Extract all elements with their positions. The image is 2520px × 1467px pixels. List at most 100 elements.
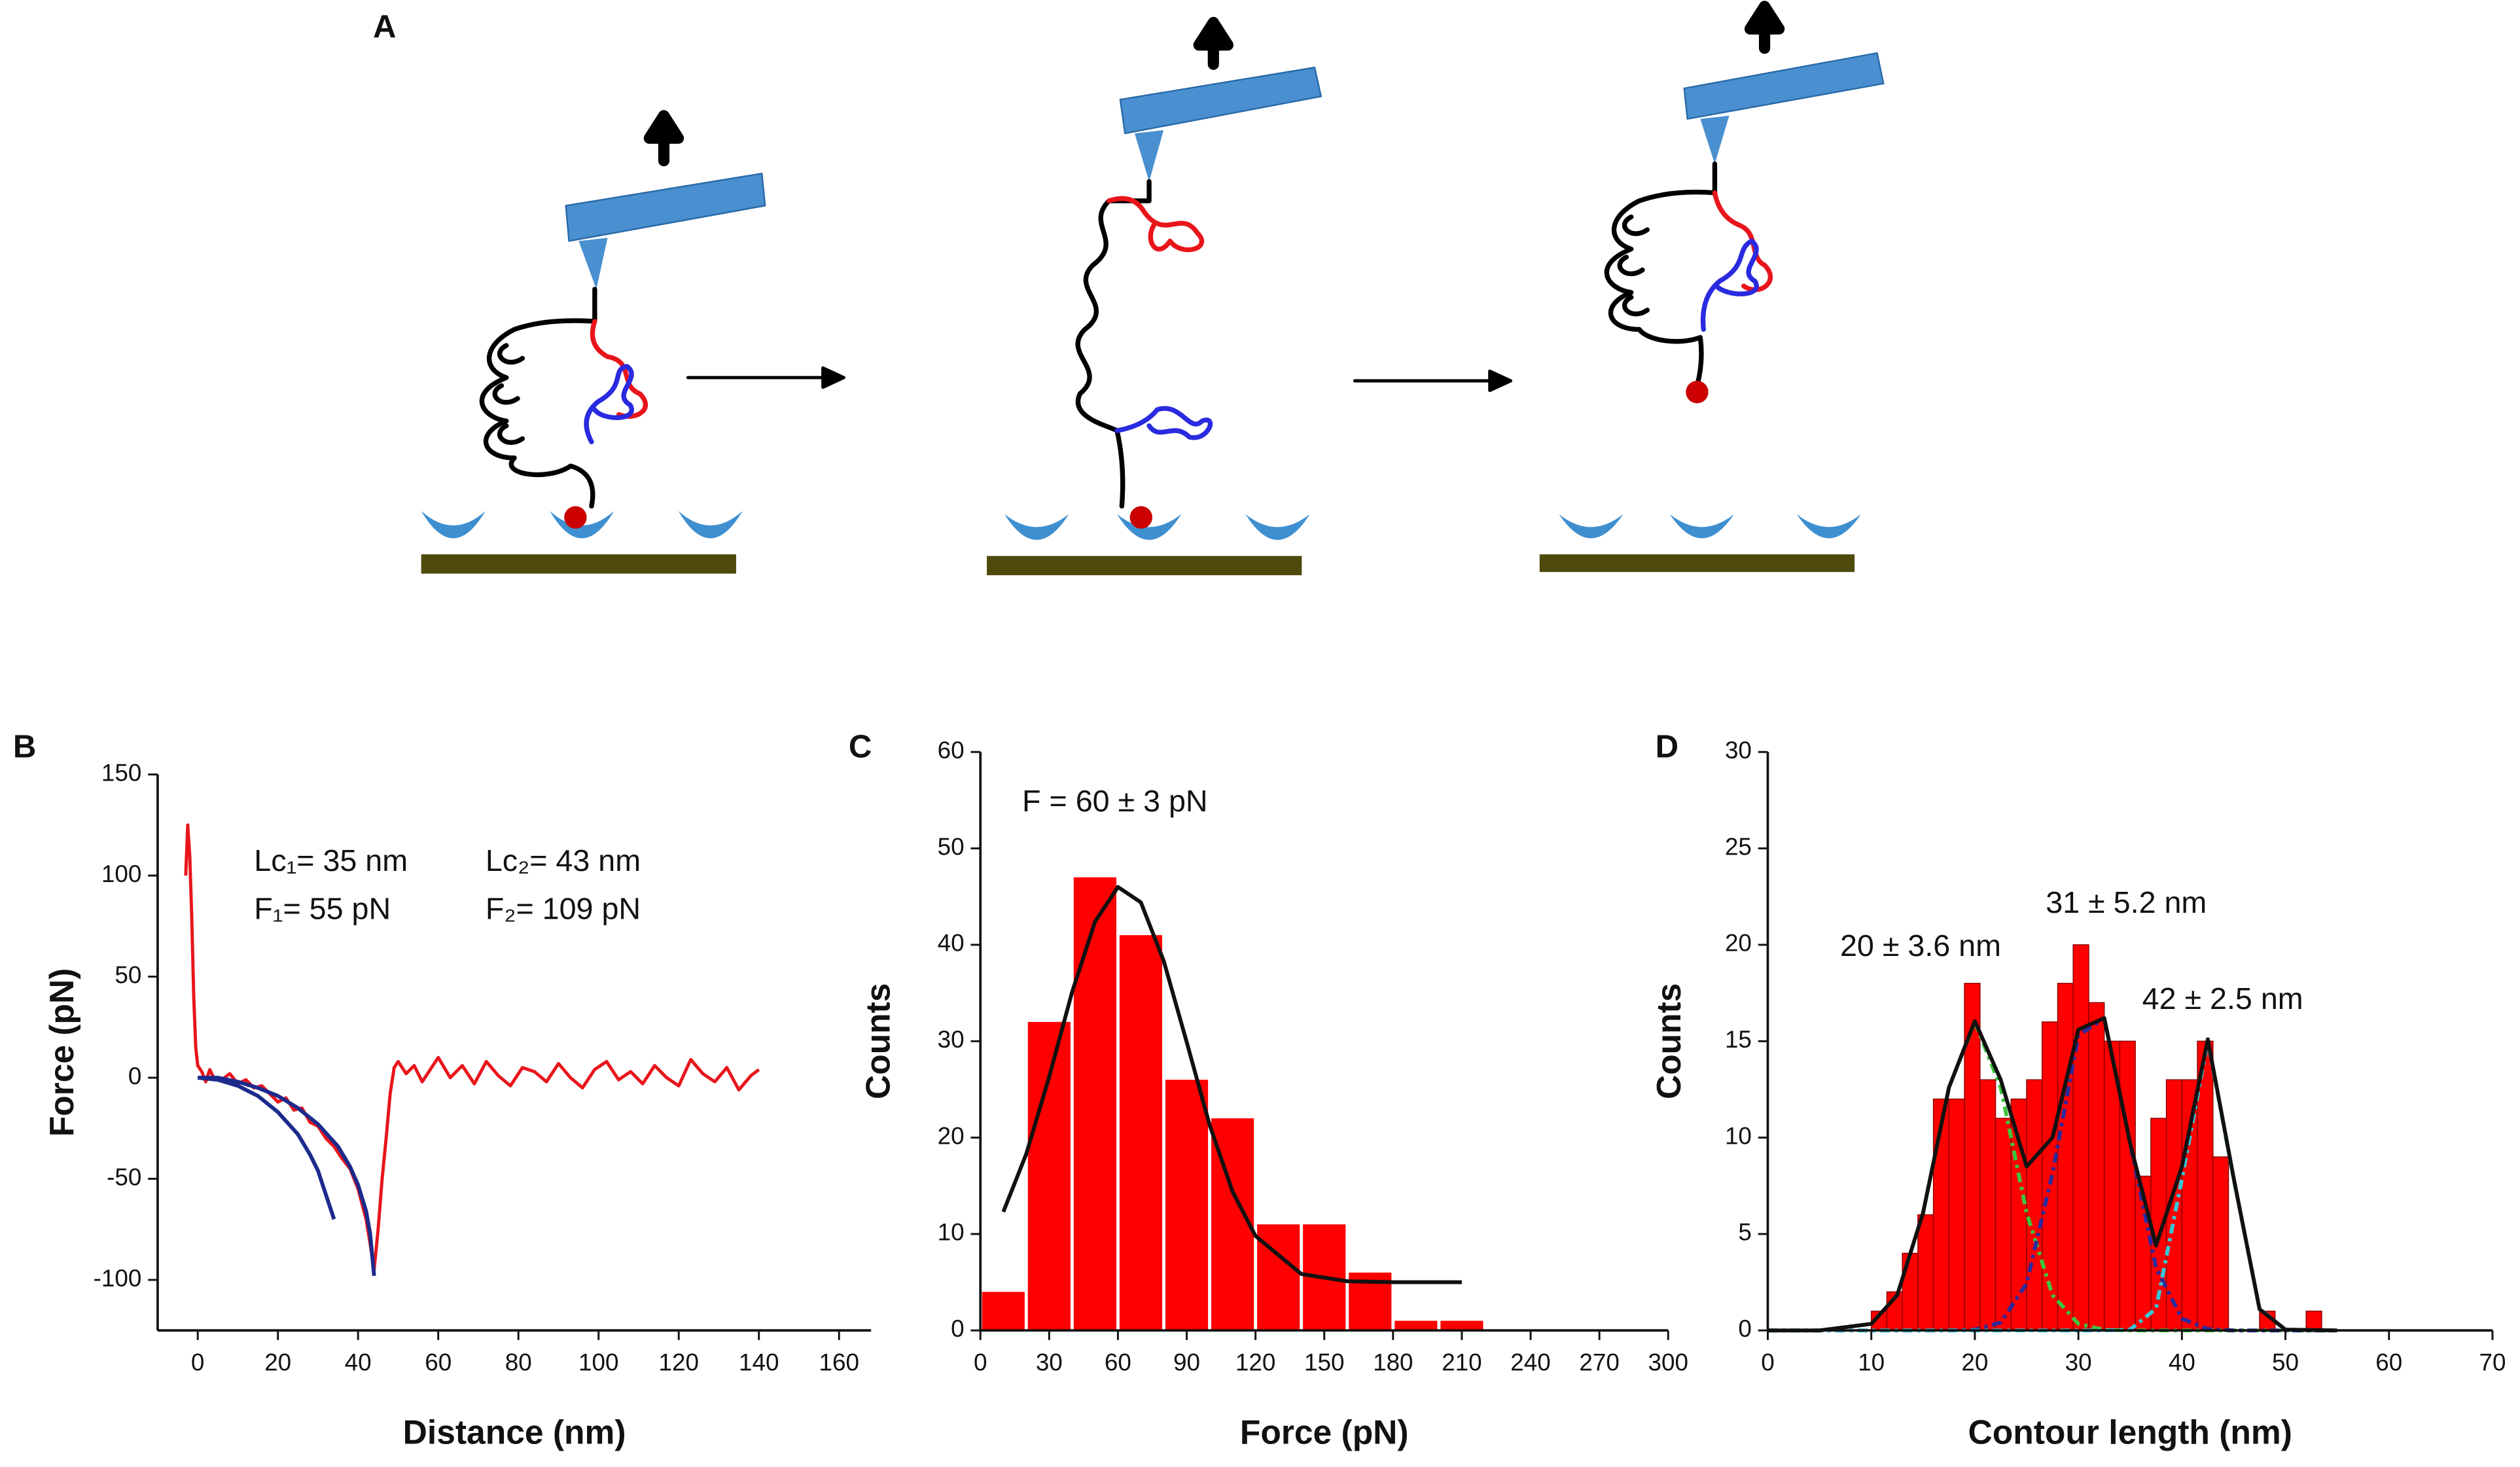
- red-domain: [590, 319, 648, 419]
- tip: [1134, 130, 1164, 182]
- y-tick-label: 50: [938, 833, 965, 860]
- y-axis-label: Counts: [859, 983, 897, 1099]
- x-tick-label: 60: [2375, 1349, 2402, 1376]
- x-tick-label: 20: [1961, 1349, 1988, 1376]
- y-tick-label: 10: [1725, 1122, 1752, 1149]
- x-tick-label: 150: [1304, 1349, 1344, 1376]
- bead: [1129, 506, 1152, 529]
- substrate: [1539, 554, 1855, 573]
- y-tick-label: 25: [1725, 833, 1752, 860]
- cantilever: [1683, 52, 1885, 120]
- bar: [2088, 1002, 2105, 1332]
- panel-label: C: [849, 729, 872, 764]
- x-tick-label: 10: [1858, 1349, 1885, 1376]
- step-arrow: [1353, 369, 1513, 393]
- x-tick-label: 240: [1510, 1349, 1550, 1376]
- receptor: [1004, 514, 1310, 540]
- y-tick-label: 60: [938, 737, 965, 764]
- series-line: [197, 1076, 336, 1220]
- series-line: [184, 823, 760, 1272]
- chain-loops: [492, 343, 525, 445]
- panel-label: D: [1656, 729, 1678, 764]
- y-tick-label: -50: [107, 1163, 141, 1190]
- bead: [564, 506, 587, 529]
- x-tick-label: 0: [1761, 1349, 1774, 1376]
- x-tick-label: 300: [1648, 1349, 1688, 1376]
- y-tick-label: 15: [1725, 1026, 1752, 1053]
- annotation: F₁= 55 pN: [254, 892, 391, 926]
- series-line: [1767, 1016, 2337, 1333]
- x-tick-label: 20: [264, 1349, 291, 1376]
- x-tick-label: 40: [2169, 1349, 2195, 1376]
- bar: [982, 1292, 1025, 1331]
- y-tick-label: 150: [101, 759, 141, 786]
- x-tick-label: 30: [1036, 1349, 1063, 1376]
- y-axis-label: Force (pN): [43, 968, 80, 1137]
- bar: [2305, 1311, 2322, 1332]
- chain-loops: [1617, 214, 1650, 317]
- bead: [1686, 380, 1709, 404]
- annotation: Lc₂= 43 nm: [486, 843, 641, 877]
- x-tick-label: 80: [505, 1349, 532, 1376]
- annotation: 31 ± 5.2 nm: [2046, 885, 2207, 919]
- chain: [1075, 179, 1152, 509]
- x-tick-label: 50: [2272, 1349, 2299, 1376]
- bar: [2026, 1079, 2043, 1332]
- x-tick-label: 30: [2065, 1349, 2092, 1376]
- cantilever: [1119, 66, 1322, 135]
- annotation: F = 60 ± 3 pN: [1022, 784, 1208, 818]
- y-tick-label: 10: [938, 1219, 965, 1246]
- x-tick-label: 120: [1235, 1349, 1275, 1376]
- annotation: F₂= 109 pN: [486, 892, 641, 926]
- red-domain: [1712, 190, 1773, 292]
- y-tick-label: 0: [128, 1063, 141, 1089]
- y-tick-label: 20: [938, 1122, 965, 1149]
- panel-label: B: [13, 729, 36, 764]
- bar: [1979, 1079, 1996, 1332]
- blue-domain: [1700, 238, 1759, 332]
- series-line: [1001, 885, 1462, 1284]
- bar: [2212, 1156, 2229, 1332]
- bar: [1119, 935, 1163, 1331]
- series-line: [198, 1076, 376, 1277]
- tip: [578, 238, 608, 290]
- bar: [2119, 1040, 2136, 1332]
- diagram: [421, 1, 1885, 576]
- y-tick-label: 40: [938, 930, 965, 957]
- x-axis-label: Distance (nm): [403, 1413, 626, 1451]
- x-tick-label: 0: [974, 1349, 987, 1376]
- annotation: Lc₁= 35 nm: [254, 843, 408, 877]
- step-arrow: [686, 366, 845, 389]
- bar: [1165, 1080, 1209, 1331]
- bar: [2057, 983, 2074, 1332]
- substrate: [421, 554, 736, 574]
- y-tick-label: -100: [94, 1265, 142, 1292]
- y-tick-label: 5: [1738, 1219, 1751, 1246]
- x-tick-label: 180: [1373, 1349, 1413, 1376]
- y-tick-label: 30: [1725, 737, 1752, 764]
- bar: [1948, 1098, 1965, 1332]
- x-axis-label: Contour length (nm): [1968, 1413, 2292, 1451]
- x-tick-label: 210: [1442, 1349, 1482, 1376]
- blue-domain: [1114, 406, 1213, 440]
- chain: [1604, 161, 1718, 389]
- x-tick-label: 160: [819, 1349, 859, 1376]
- receptor: [421, 510, 743, 539]
- panel-label: A: [373, 9, 396, 44]
- bar: [1073, 877, 1116, 1331]
- pull-arrow: [1193, 16, 1233, 70]
- y-tick-label: 0: [1738, 1315, 1751, 1342]
- bar: [1027, 1021, 1071, 1331]
- bar: [2072, 944, 2089, 1332]
- x-tick-label: 100: [578, 1349, 618, 1376]
- blue-domain: [584, 364, 634, 444]
- y-tick-label: 50: [115, 961, 141, 988]
- x-tick-label: 270: [1579, 1349, 1619, 1376]
- receptor: [1559, 514, 1861, 539]
- bar: [1964, 983, 1981, 1332]
- annotation: 20 ± 3.6 nm: [1840, 928, 2001, 963]
- bar: [1440, 1320, 1483, 1331]
- y-axis-label: Counts: [1650, 983, 1688, 1099]
